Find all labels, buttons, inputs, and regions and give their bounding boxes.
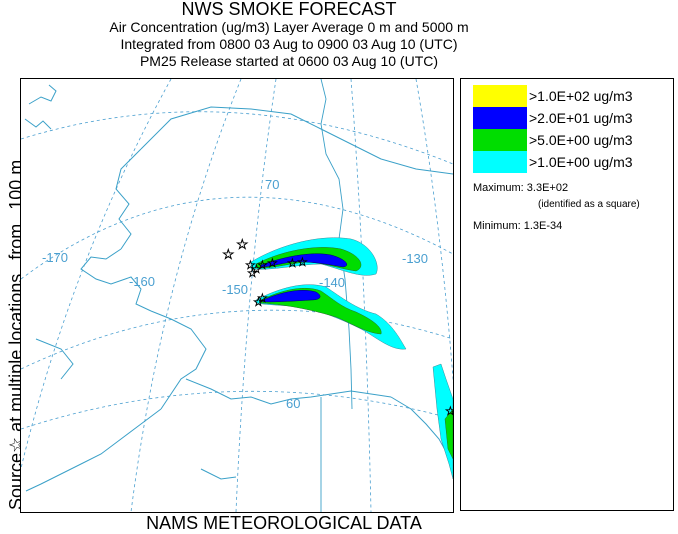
integration-period: Integrated from 0800 03 Aug to 0900 03 A… [120,36,458,52]
lat-label-60: 60 [286,396,300,411]
lat-line-75 [21,111,453,165]
coast-north-slope [140,106,453,175]
source-star-icon: ☆ [287,256,298,270]
alaska-canada-border [320,79,353,410]
source-star-icon: ☆ [247,266,258,280]
source-markers: ☆ ☆ ☆ ☆ ☆ ☆ ☆ ☆ ☆ ☆ ☆ ☆ [222,236,453,419]
maximum-number: 3.3E+02 [526,182,569,194]
source-star-icon: ☆ [445,404,453,418]
lat-line-60 [21,390,453,430]
legend-swatch [473,107,527,129]
coast-chukotka [24,118,52,130]
source-star-icon: ☆ [257,258,268,272]
legend-item: >5.0E+00 ug/m3 [473,129,673,151]
lon-label-150: -150 [222,282,248,297]
source-star-icon: ☆ [245,258,256,272]
plume-south-level2 [262,290,321,303]
lat-label-70: 70 [265,177,279,192]
legend-item: >1.0E+02 ug/m3 [473,85,673,107]
lon-label-160: -160 [129,274,155,289]
source-star-icon: ☆ [222,246,235,262]
source-star-icon: ☆ [297,255,308,269]
minimum-label: Minimum: [473,220,521,232]
plume-north-level2 [260,253,347,268]
map-canvas: ☆ ☆ ☆ ☆ ☆ ☆ ☆ ☆ ☆ ☆ ☆ ☆ -170 -160 -150 -… [21,79,453,512]
legend-label: >1.0E+00 ug/m3 [529,154,633,170]
legend-label: >5.0E+00 ug/m3 [529,132,633,148]
concentration-subtitle: Air Concentration (ug/m3) Layer Average … [109,19,469,35]
aleutian-chain [25,408,162,492]
met-data-footer: NAMS METEOROLOGICAL DATA [146,513,422,533]
coast-island [200,468,237,480]
minimum-number: 1.3E-34 [523,220,563,232]
concentration-legend: >1.0E+02 ug/m3 >2.0E+01 ug/m3 >5.0E+00 u… [460,78,674,511]
coast-west-bays [80,248,152,312]
legend-swatch [473,129,527,151]
lon-label-140: -140 [319,275,345,290]
legend-swatch [473,151,527,173]
forecast-title: NWS SMOKE FORECAST [181,0,397,19]
plume-panhandle-level4 [432,363,453,480]
smoke-map[interactable]: ☆ ☆ ☆ ☆ ☆ ☆ ☆ ☆ ☆ ☆ ☆ ☆ -170 -160 -150 -… [20,78,454,513]
coastline [24,79,453,512]
legend-label: >2.0E+01 ug/m3 [529,110,633,126]
minimum-value: Minimum: 1.3E-34 [473,220,562,232]
source-star-icon: ☆ [251,262,262,276]
maximum-note: (identified as a square) [538,199,640,210]
lat-line-70 [21,196,453,280]
maximum-value: Maximum: 3.3E+02 [473,182,568,194]
lon-line-140 [350,79,372,512]
source-star-icon: ☆ [257,291,268,305]
coast-northwest [115,148,142,250]
legend-swatch [473,85,527,107]
lon-line-160 [130,79,242,512]
plume-panhandle-level3 [444,408,453,460]
maximum-label: Maximum: [473,182,524,194]
lon-line-150 [235,79,277,512]
lon-label-130: -130 [402,251,428,266]
coast-gulf [185,378,392,405]
lon-label-170: -170 [42,250,68,265]
lat-line-65 [21,309,453,370]
source-star-icon: ☆ [267,256,278,270]
coast-east-siberia [28,84,57,105]
legend-item: >2.0E+01 ug/m3 [473,107,673,129]
graticule-labels: -170 -160 -150 -140 -130 70 60 [42,177,428,411]
legend-item: >1.0E+00 ug/m3 [473,151,673,173]
coast-st-lawrence [35,338,74,380]
legend-label: >1.0E+02 ug/m3 [529,88,633,104]
coast-southwest [150,310,207,410]
source-star-icon: ☆ [236,236,249,252]
source-star-icon: ☆ [253,295,264,309]
lon-line-130 [415,79,453,384]
release-info: PM25 Release started at 0600 03 Aug 10 (… [139,53,439,69]
graticule [21,79,453,512]
lon-line-170 [21,79,172,470]
smoke-plumes [250,237,453,480]
